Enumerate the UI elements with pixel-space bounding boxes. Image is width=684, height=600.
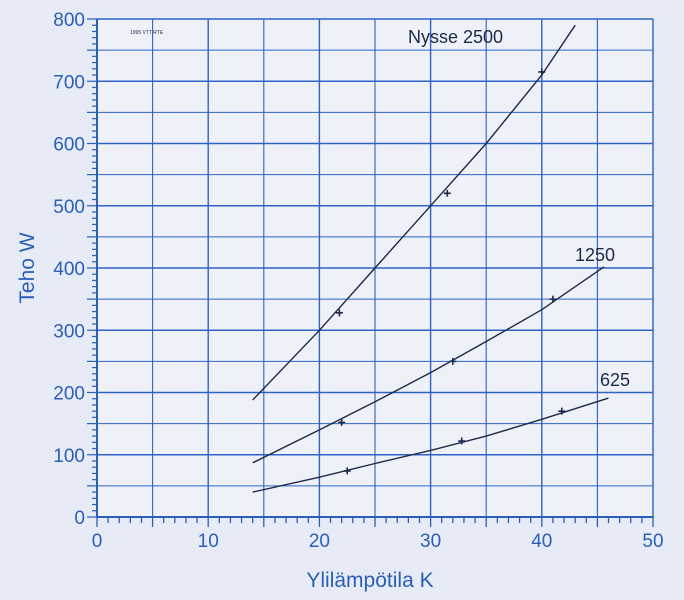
x-tick-label: 20 bbox=[309, 531, 330, 552]
data-point bbox=[538, 68, 546, 76]
x-tick-label: 10 bbox=[198, 531, 219, 552]
series-label: 1250 bbox=[575, 245, 615, 265]
y-axis-title: Teho W bbox=[16, 232, 39, 303]
x-tick-label: 0 bbox=[92, 531, 103, 552]
data-point bbox=[335, 309, 343, 317]
y-tick-label: 400 bbox=[53, 259, 85, 280]
data-point bbox=[443, 189, 451, 197]
copyright-stamp: 1995 VTT RTE bbox=[130, 30, 164, 36]
series-layer: Nysse 2500 1250 625 bbox=[252, 24, 630, 493]
data-point bbox=[558, 407, 566, 415]
data-point bbox=[449, 357, 457, 365]
y-tick-label: 700 bbox=[53, 72, 85, 93]
data-point bbox=[458, 437, 466, 445]
x-axis-title: Ylilämpötila K bbox=[306, 569, 433, 592]
grid-lines bbox=[96, 18, 654, 518]
series-label: 625 bbox=[600, 370, 630, 390]
y-tick-label: 0 bbox=[74, 508, 85, 529]
x-tick-label: 40 bbox=[531, 531, 552, 552]
series-line bbox=[252, 266, 605, 464]
x-tick-label: 50 bbox=[642, 531, 663, 552]
y-tick-label: 200 bbox=[53, 384, 85, 405]
y-tick-label: 500 bbox=[53, 197, 85, 218]
data-point bbox=[343, 467, 351, 475]
y-tick-label: 800 bbox=[53, 10, 85, 31]
series-label: Nysse 2500 bbox=[408, 27, 503, 47]
y-tick-label: 300 bbox=[53, 321, 85, 342]
data-point bbox=[338, 418, 346, 426]
data-point bbox=[549, 295, 557, 303]
x-tick-label: 30 bbox=[420, 531, 441, 552]
series-line bbox=[252, 397, 609, 493]
y-tick-label: 100 bbox=[53, 446, 85, 467]
y-tick-label: 600 bbox=[53, 135, 85, 156]
